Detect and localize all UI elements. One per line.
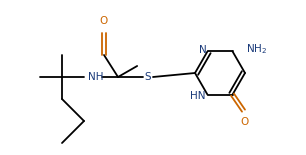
- Text: O: O: [241, 117, 248, 127]
- Text: NH: NH: [88, 72, 103, 82]
- Text: HN: HN: [190, 91, 206, 101]
- Text: N: N: [199, 45, 207, 55]
- Text: O: O: [100, 16, 108, 26]
- Text: S: S: [145, 72, 151, 82]
- Text: NH$_2$: NH$_2$: [245, 42, 267, 56]
